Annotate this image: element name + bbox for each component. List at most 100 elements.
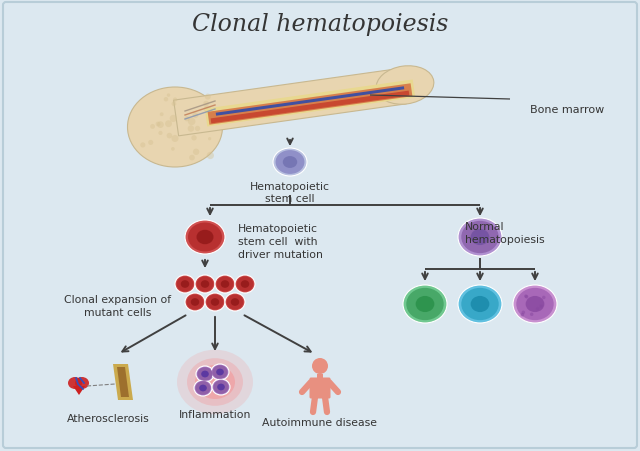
Ellipse shape <box>211 299 220 306</box>
Text: Bone marrow: Bone marrow <box>530 105 604 115</box>
Ellipse shape <box>177 350 253 414</box>
Ellipse shape <box>237 277 253 292</box>
Ellipse shape <box>406 288 444 321</box>
Ellipse shape <box>127 88 223 168</box>
Ellipse shape <box>513 285 557 323</box>
Ellipse shape <box>216 277 234 292</box>
Ellipse shape <box>75 377 89 389</box>
Ellipse shape <box>516 288 554 321</box>
Circle shape <box>157 122 164 129</box>
Ellipse shape <box>221 281 229 288</box>
Ellipse shape <box>201 371 209 377</box>
Ellipse shape <box>225 293 245 311</box>
Polygon shape <box>113 364 133 400</box>
Ellipse shape <box>195 276 215 293</box>
Ellipse shape <box>196 366 214 382</box>
Circle shape <box>188 119 195 126</box>
Ellipse shape <box>212 379 230 395</box>
Ellipse shape <box>199 385 207 391</box>
Text: Normal
hematopoiesis: Normal hematopoiesis <box>465 221 545 244</box>
Text: Clonal hematopoiesis: Clonal hematopoiesis <box>192 13 448 36</box>
Ellipse shape <box>197 368 212 381</box>
Circle shape <box>208 138 211 141</box>
Ellipse shape <box>276 151 305 175</box>
Circle shape <box>165 121 172 128</box>
Ellipse shape <box>458 219 502 257</box>
Ellipse shape <box>205 293 225 311</box>
Polygon shape <box>173 69 406 137</box>
Circle shape <box>164 98 168 102</box>
Polygon shape <box>216 87 404 116</box>
Ellipse shape <box>283 156 297 169</box>
Circle shape <box>148 141 153 146</box>
Ellipse shape <box>403 285 447 323</box>
Circle shape <box>140 143 145 148</box>
Ellipse shape <box>211 364 229 380</box>
Ellipse shape <box>470 296 490 313</box>
Circle shape <box>189 156 195 161</box>
Circle shape <box>193 149 199 156</box>
Ellipse shape <box>273 149 307 177</box>
Ellipse shape <box>235 276 255 293</box>
Ellipse shape <box>212 365 228 379</box>
Circle shape <box>172 102 176 107</box>
Text: Autoimmune disease: Autoimmune disease <box>262 417 378 427</box>
Text: Inflammation: Inflammation <box>179 409 251 419</box>
FancyBboxPatch shape <box>310 377 330 399</box>
Circle shape <box>171 147 175 152</box>
Text: Hematopoietic
stem cell: Hematopoietic stem cell <box>250 182 330 204</box>
Ellipse shape <box>461 288 499 321</box>
Ellipse shape <box>216 369 224 376</box>
Polygon shape <box>205 80 415 127</box>
Ellipse shape <box>461 221 499 253</box>
Circle shape <box>206 108 212 113</box>
Circle shape <box>542 296 545 299</box>
Text: Clonal expansion of
mutant cells: Clonal expansion of mutant cells <box>65 295 172 318</box>
Circle shape <box>520 313 524 317</box>
Ellipse shape <box>187 359 243 406</box>
Ellipse shape <box>177 277 193 292</box>
Circle shape <box>160 113 164 117</box>
Text: Hematopoietic
stem cell  with
driver mutation: Hematopoietic stem cell with driver muta… <box>238 224 323 260</box>
Polygon shape <box>73 386 85 395</box>
Circle shape <box>193 113 198 119</box>
Circle shape <box>191 136 196 141</box>
Ellipse shape <box>188 223 222 252</box>
Ellipse shape <box>458 285 502 323</box>
Ellipse shape <box>201 281 209 288</box>
Ellipse shape <box>186 295 204 310</box>
Circle shape <box>158 132 163 136</box>
Ellipse shape <box>525 296 545 313</box>
Ellipse shape <box>215 276 235 293</box>
Ellipse shape <box>195 382 211 395</box>
Circle shape <box>172 136 179 143</box>
Ellipse shape <box>470 230 490 245</box>
Ellipse shape <box>213 380 228 394</box>
FancyBboxPatch shape <box>317 374 323 379</box>
Polygon shape <box>117 367 129 397</box>
Circle shape <box>173 98 177 102</box>
Circle shape <box>207 152 214 160</box>
Circle shape <box>166 133 172 139</box>
Circle shape <box>525 295 529 299</box>
Circle shape <box>536 307 540 311</box>
Ellipse shape <box>196 277 214 292</box>
Circle shape <box>205 94 211 101</box>
Ellipse shape <box>68 377 82 389</box>
Ellipse shape <box>207 295 223 310</box>
Circle shape <box>204 101 209 107</box>
Circle shape <box>312 358 328 374</box>
Circle shape <box>204 107 209 112</box>
Ellipse shape <box>180 281 189 288</box>
Circle shape <box>150 125 155 129</box>
Text: Atherosclerosis: Atherosclerosis <box>67 413 149 423</box>
Ellipse shape <box>227 295 243 310</box>
Ellipse shape <box>185 221 225 254</box>
Ellipse shape <box>185 293 205 311</box>
Ellipse shape <box>415 296 435 313</box>
Polygon shape <box>207 84 412 125</box>
Ellipse shape <box>217 384 225 391</box>
Ellipse shape <box>175 276 195 293</box>
Circle shape <box>156 122 161 127</box>
Circle shape <box>184 117 189 122</box>
